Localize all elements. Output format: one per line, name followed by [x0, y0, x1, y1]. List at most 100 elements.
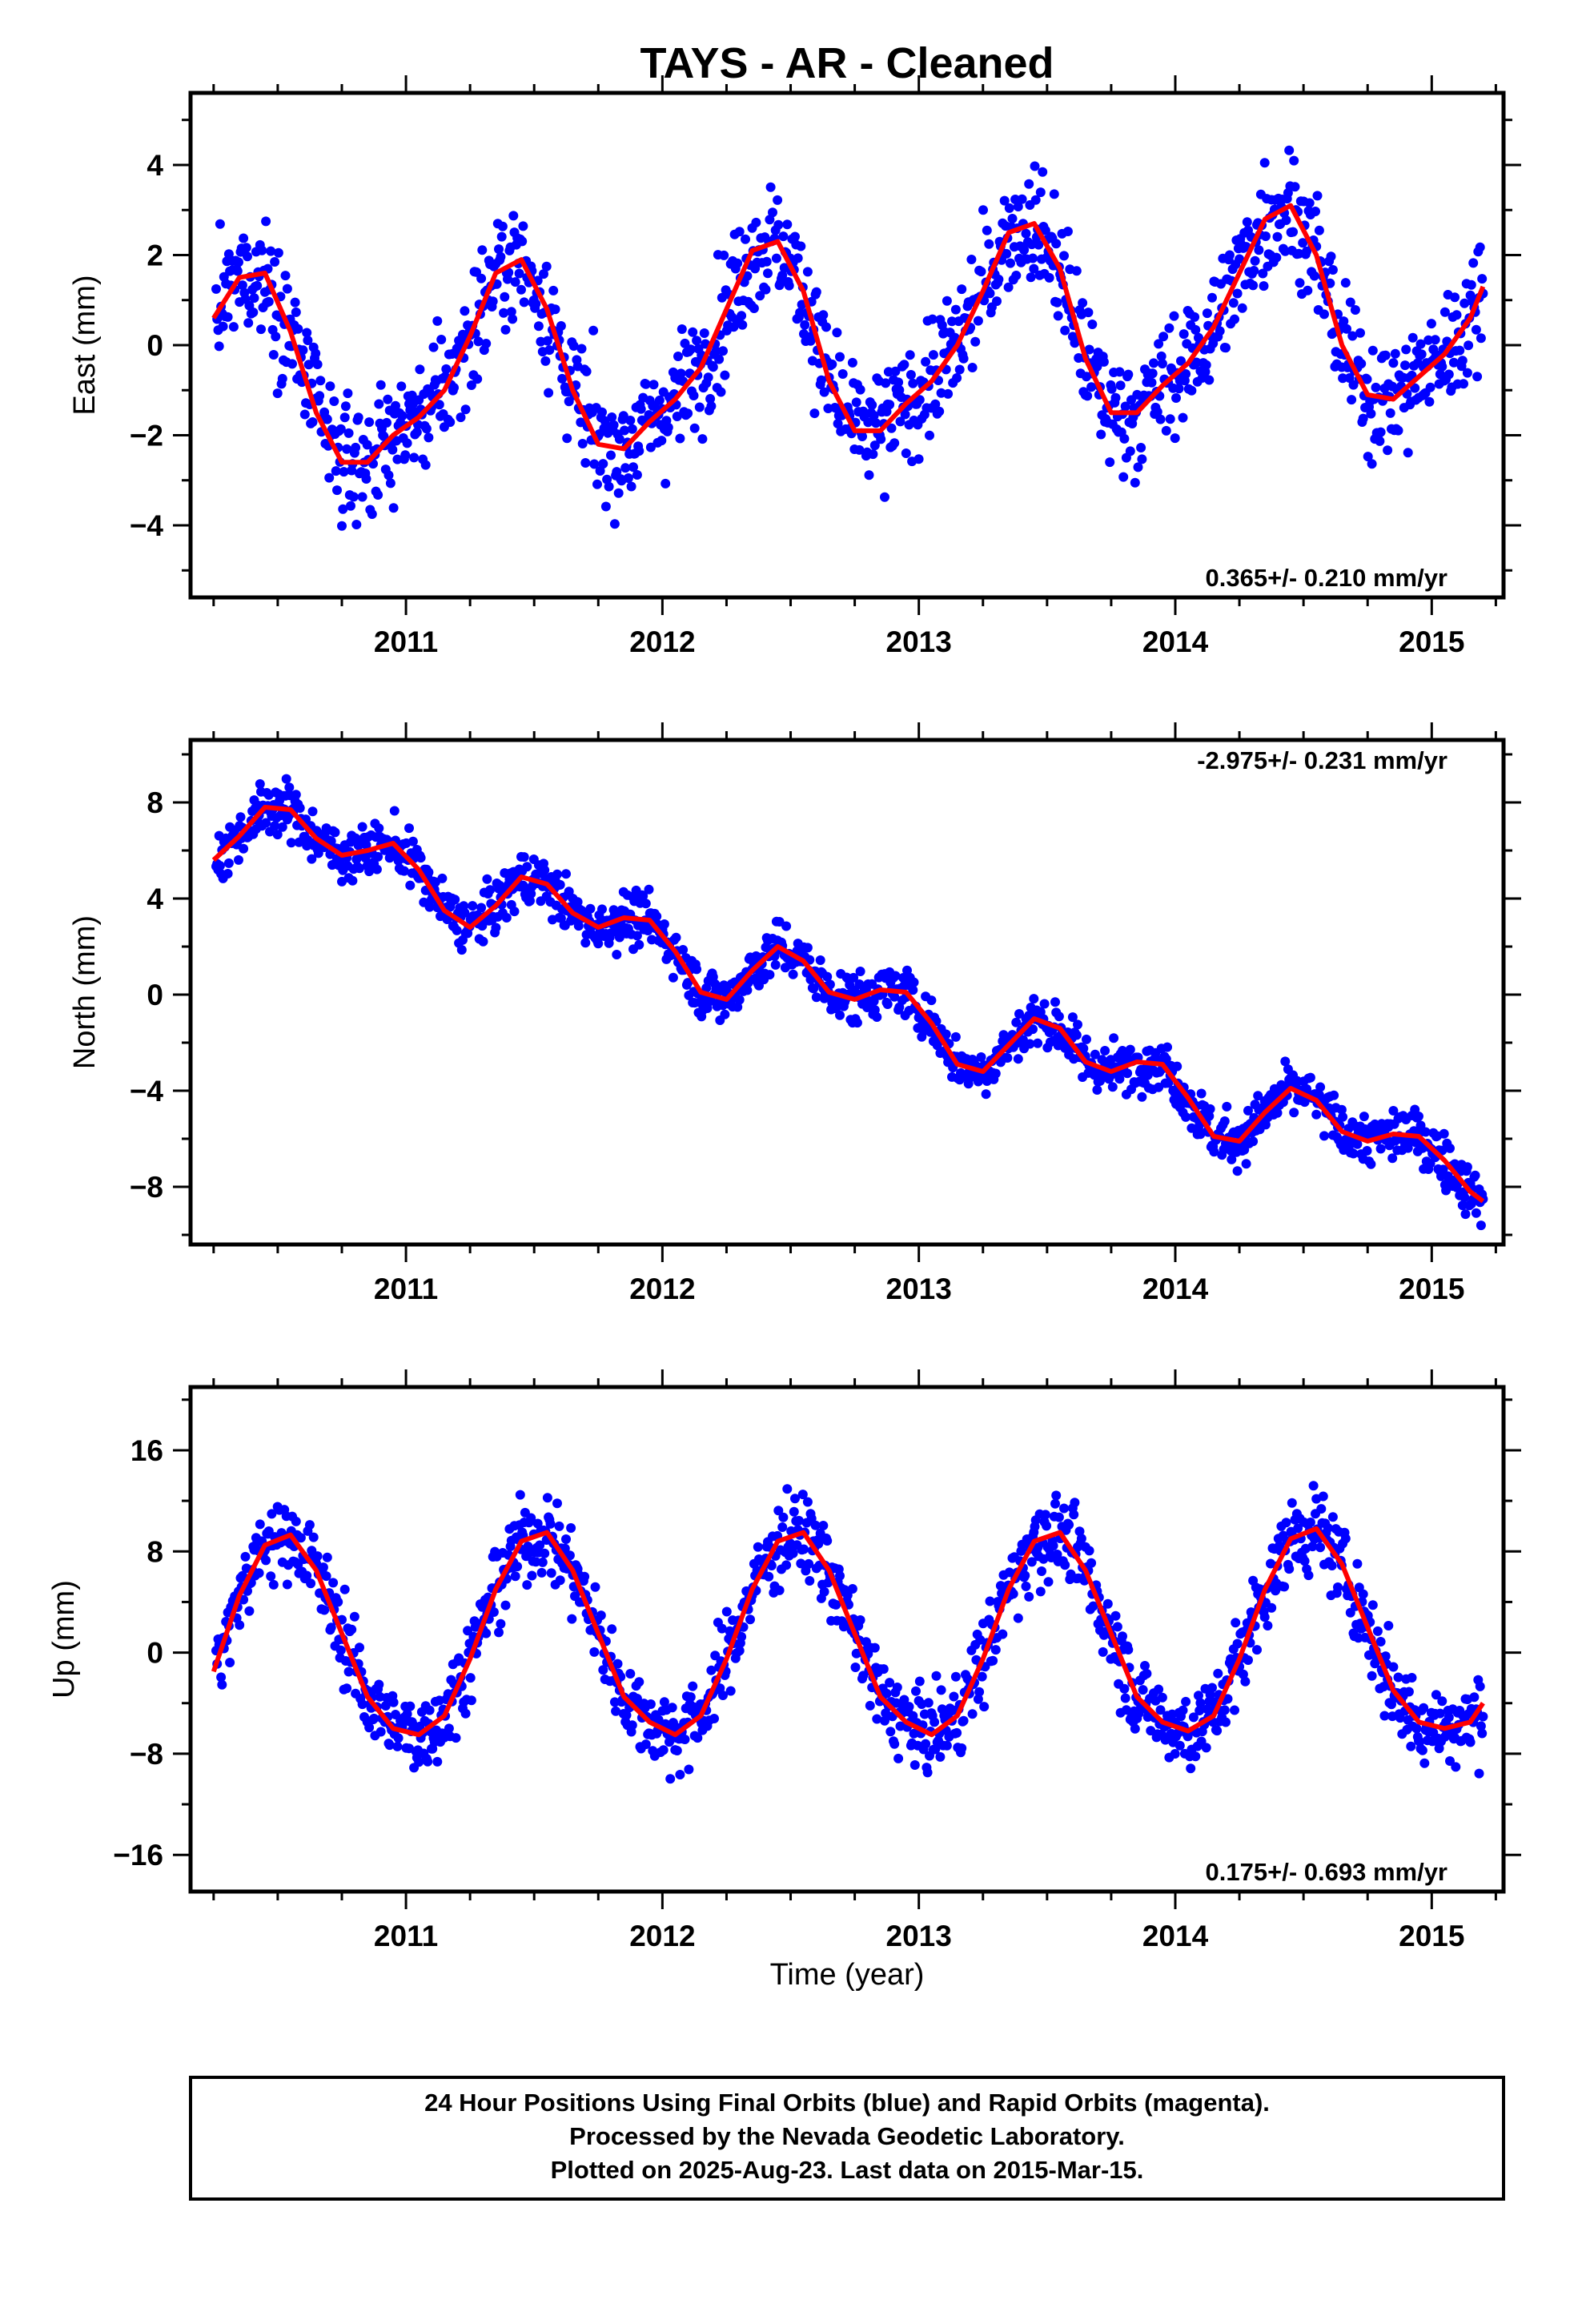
up-data-point [546, 1568, 556, 1578]
north-data-point [234, 854, 243, 865]
east-data-point [1024, 179, 1034, 189]
east-data-point [367, 509, 377, 519]
north-data-point [561, 869, 571, 879]
east-data-point [982, 225, 992, 235]
up-data-point [869, 1642, 880, 1653]
east-data-point [223, 312, 233, 322]
east-data-point [1476, 333, 1486, 344]
east-data-point [239, 233, 249, 243]
up-data-point [1048, 1541, 1058, 1551]
east-data-point [737, 320, 748, 330]
east-data-point [421, 424, 432, 434]
east-data-point [805, 336, 816, 346]
east-data-point [533, 321, 544, 332]
east-data-point [449, 383, 459, 393]
north-data-point [277, 822, 287, 832]
footer-line-1: 24 Hour Positions Using Final Orbits (bl… [424, 2089, 1270, 2117]
east-data-point [613, 488, 624, 498]
east-data-point [287, 359, 297, 369]
x-axis-label: Time (year) [770, 1958, 925, 1992]
up-data-point [1465, 1737, 1476, 1747]
east-data-point [270, 257, 280, 267]
east-data-point [1312, 191, 1323, 201]
east-data-point [711, 346, 721, 356]
east-data-point [1464, 340, 1474, 351]
up-data-point [847, 1584, 857, 1594]
north-data-point [307, 854, 317, 864]
east-data-point [999, 195, 1010, 206]
up-data-point [1042, 1521, 1052, 1531]
east-data-point [950, 304, 961, 315]
east-data-point [1105, 457, 1115, 468]
east-data-point [1158, 332, 1169, 342]
up-data-point [1279, 1582, 1290, 1592]
east-data-point [518, 221, 528, 231]
up-data-point [1201, 1743, 1211, 1753]
east-data-point [1363, 452, 1373, 462]
up-data-point [667, 1703, 677, 1713]
up-data-point [1230, 1705, 1239, 1715]
east-data-point [976, 267, 986, 277]
up-data-point [1035, 1586, 1046, 1597]
up-data-point [1443, 1712, 1454, 1723]
east-data-point [1059, 251, 1069, 261]
east-data-point [382, 417, 391, 428]
up-data-point [1240, 1676, 1251, 1687]
east-data-point [374, 399, 384, 409]
north-data-point [1439, 1128, 1449, 1139]
up-data-point [1383, 1621, 1394, 1630]
up-y-tick-label: 8 [147, 1535, 163, 1568]
up-data-point [684, 1764, 694, 1775]
up-data-point [291, 1516, 301, 1526]
east-data-point [1304, 198, 1315, 208]
north-data-point [872, 1012, 882, 1022]
east-data-point [656, 436, 667, 446]
east-data-point [1149, 358, 1158, 368]
up-data-point [818, 1521, 829, 1530]
east-data-point [332, 485, 342, 496]
up-data-point [688, 1681, 698, 1691]
east-data-point [1455, 345, 1465, 356]
north-data-point [424, 867, 434, 878]
east-data-point [1011, 271, 1022, 280]
east-data-point [1340, 278, 1351, 288]
footer-line-3: Plotted on 2025-Aug-23. Last data on 201… [551, 2156, 1144, 2184]
up-data-point [312, 1551, 323, 1562]
north-data-point [1319, 1131, 1329, 1141]
east-data-point [412, 427, 422, 437]
up-data-point [537, 1557, 548, 1567]
up-data-point [527, 1570, 537, 1581]
north-data-point [1289, 1108, 1299, 1118]
up-data-point [1475, 1681, 1485, 1691]
up-data-point [979, 1702, 990, 1712]
north-data-point [1305, 1072, 1315, 1083]
up-data-point [1411, 1723, 1422, 1734]
east-x-tick-label: 2012 [629, 625, 695, 658]
east-data-point [816, 375, 826, 385]
east-data-point [1367, 345, 1378, 356]
east-data-point [581, 366, 592, 376]
east-data-point [548, 285, 559, 296]
east-data-point [1272, 231, 1283, 242]
east-data-point [496, 231, 507, 242]
up-data-point [1069, 1510, 1079, 1520]
east-data-point [362, 440, 372, 450]
east-data-point [1345, 297, 1355, 308]
north-data-point [424, 902, 435, 912]
east-data-point [984, 239, 994, 249]
north-data-point [485, 885, 496, 895]
east-data-point [985, 288, 995, 299]
north-data-point [501, 913, 512, 923]
up-data-point [936, 1685, 946, 1695]
up-data-point [466, 1695, 476, 1706]
east-data-point [604, 481, 614, 492]
east-data-point [957, 284, 967, 295]
up-data-point [885, 1727, 896, 1737]
up-data-point [318, 1562, 328, 1573]
north-data-point [671, 932, 681, 943]
east-data-point [385, 478, 396, 489]
east-data-point [1021, 228, 1031, 239]
north-data-point [1470, 1170, 1480, 1180]
east-data-point [899, 360, 909, 370]
east-data-point [607, 412, 617, 422]
